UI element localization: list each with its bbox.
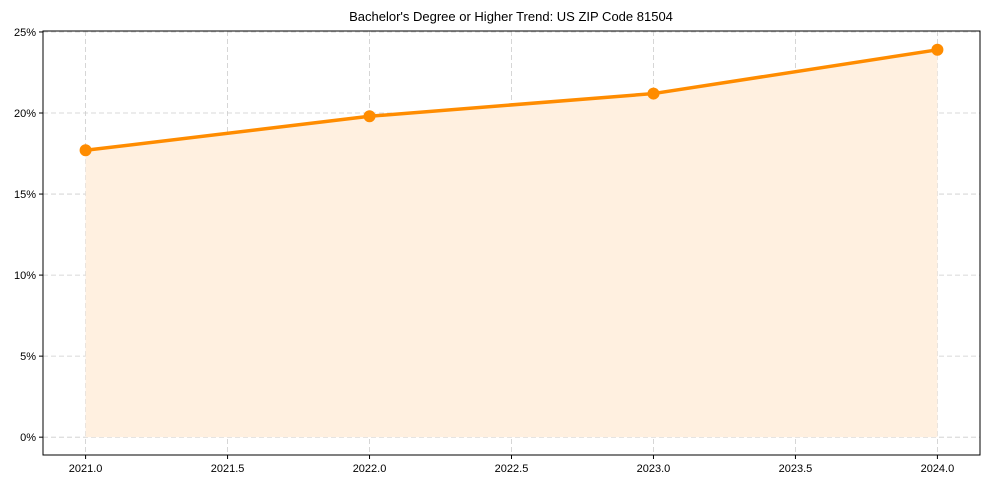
area-fill-0: [85, 49, 938, 438]
y-tick-label: 25%: [14, 27, 36, 39]
data-point: [79, 144, 92, 157]
data-point: [647, 87, 660, 100]
data-point: [363, 110, 376, 123]
data-points: [79, 43, 944, 157]
x-tick-label: 2024.0: [921, 463, 955, 475]
y-tick-label: 5%: [20, 351, 36, 363]
x-tick-label: 2021.0: [69, 463, 103, 475]
x-tick-label: 2023.5: [779, 463, 813, 475]
x-tick-label: 2021.5: [211, 463, 245, 475]
area-fill: [85, 49, 938, 438]
series-line: [85, 48, 938, 153]
x-axis: 2021.0 2021.5 2022.0 2022.5 2023.0 2023.5 2024…: [69, 455, 954, 475]
series-line-0: [85, 48, 938, 153]
x-tick-label: 2022.5: [495, 463, 529, 475]
chart-title: Bachelor's Degree or Higher Trend: US ZI…: [349, 9, 673, 24]
x-tick-label: 2023.0: [637, 463, 671, 475]
y-tick-label: 20%: [14, 108, 36, 120]
y-tick-label: 10%: [14, 270, 36, 282]
y-tick-label: 15%: [14, 189, 36, 201]
x-tick-label: 2022.0: [353, 463, 387, 475]
y-axis: 0% 5% 10% 15% 20% 25%: [14, 27, 43, 444]
data-point: [931, 43, 944, 56]
y-tick-label: 0%: [20, 432, 36, 444]
